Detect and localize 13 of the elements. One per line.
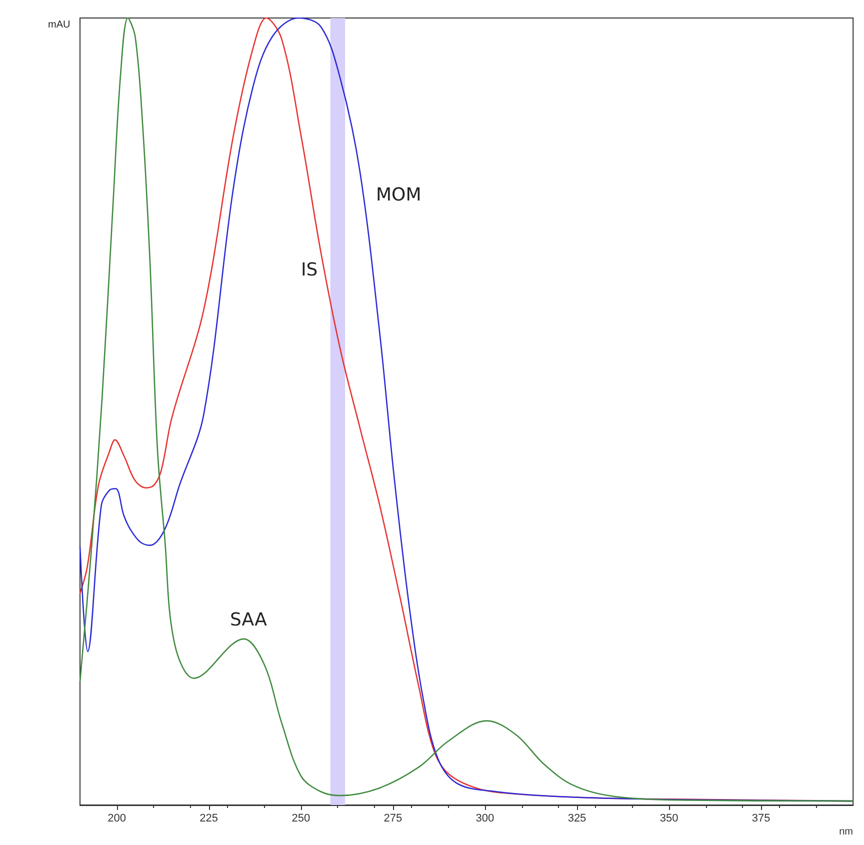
- x-tick-label: 250: [292, 812, 310, 824]
- x-tick-label: 375: [752, 812, 770, 824]
- annotation: SAA: [230, 610, 268, 630]
- x-tick-label: 300: [476, 812, 494, 824]
- annotation: MOM: [376, 184, 422, 206]
- x-tick-label: 200: [108, 812, 126, 824]
- x-tick-label: 325: [568, 812, 586, 824]
- x-tick-label: 350: [660, 812, 678, 824]
- x-axis-title: nm: [839, 826, 854, 838]
- y-axis-title: mAU: [48, 20, 70, 30]
- x-tick-label: 225: [200, 812, 218, 824]
- annotation: IS: [301, 260, 318, 280]
- x-tick-label: 275: [384, 812, 402, 824]
